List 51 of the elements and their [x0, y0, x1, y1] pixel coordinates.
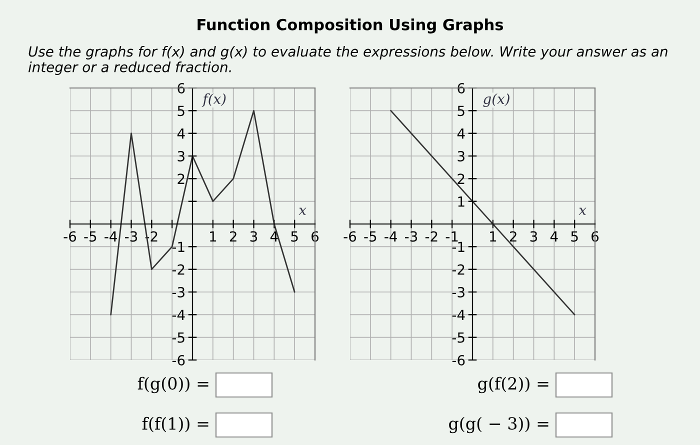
x-axis-title: x — [298, 208, 306, 215]
y-tick-label: 4 — [457, 128, 465, 139]
x-tick-label: -5 — [364, 231, 376, 242]
x-tick-label: 3 — [250, 231, 258, 242]
y-tick-label: -3 — [172, 286, 184, 298]
y-tick-label: 4 — [177, 128, 185, 139]
x-axis-title: x — [578, 208, 586, 215]
x-tick-label: 5 — [571, 231, 578, 242]
y-tick-label: 5 — [458, 106, 464, 116]
y-tick-label: 1 — [458, 196, 464, 207]
y-tick-label: 3 — [458, 150, 464, 162]
text: Function Composition Using Graphs — [198, 18, 504, 34]
text: f(g(0)) = — [138, 376, 208, 394]
x-tick-label: 2 — [230, 231, 236, 242]
y-tick-label: -1 — [172, 242, 184, 252]
x-tick-label: -3 — [125, 231, 138, 242]
x-tick-label: 1 — [210, 231, 216, 242]
y-tick-label: -4 — [172, 310, 185, 320]
x-tick-label: -6 — [344, 231, 356, 242]
x-tick-label: -5 — [84, 231, 96, 242]
x-tick-label: 4 — [550, 231, 558, 242]
y-tick-label: 2 — [458, 174, 464, 184]
y-tick-label: -5 — [172, 332, 184, 343]
x-tick-label: -4 — [384, 231, 397, 242]
x-tick-label: 4 — [270, 231, 278, 242]
y-tick-label: -2 — [172, 264, 184, 275]
x-tick-label: -2 — [425, 231, 438, 242]
x-tick-label: -6 — [64, 231, 76, 242]
x-tick-label: 3 — [530, 231, 538, 242]
y-tick-label: -3 — [452, 286, 464, 298]
y-tick-label: 5 — [178, 106, 184, 116]
y-tick-label: -6 — [452, 354, 465, 366]
y-tick-label: 3 — [178, 150, 184, 162]
y-tick-label: -1 — [452, 242, 464, 252]
y-tick-label: 2 — [178, 174, 184, 184]
x-tick-label: -3 — [405, 231, 418, 242]
text: g(f(2)) = — [478, 376, 548, 394]
y-axis-title: f(x) — [202, 93, 226, 107]
y-tick-label: -5 — [452, 332, 464, 343]
y-tick-label: -6 — [172, 354, 185, 366]
x-tick-label: 2 — [510, 231, 516, 242]
x-tick-label: 5 — [291, 231, 298, 242]
x-tick-label: -1 — [446, 231, 458, 242]
y-tick-label: -4 — [452, 310, 465, 320]
x-tick-label: 1 — [490, 231, 496, 242]
text: f(f(1)) = — [142, 416, 208, 432]
x-tick-label: -4 — [104, 231, 117, 242]
text: Use the graphs for f(x) and g(x) to evaluate the expressions below. Write your answer as an integer or a reduced fraction. — [28, 46, 668, 75]
text: g(g( − 3)) = — [449, 416, 548, 434]
y-axis-title: g(x) — [483, 93, 510, 107]
y-tick-label: -2 — [452, 264, 464, 275]
